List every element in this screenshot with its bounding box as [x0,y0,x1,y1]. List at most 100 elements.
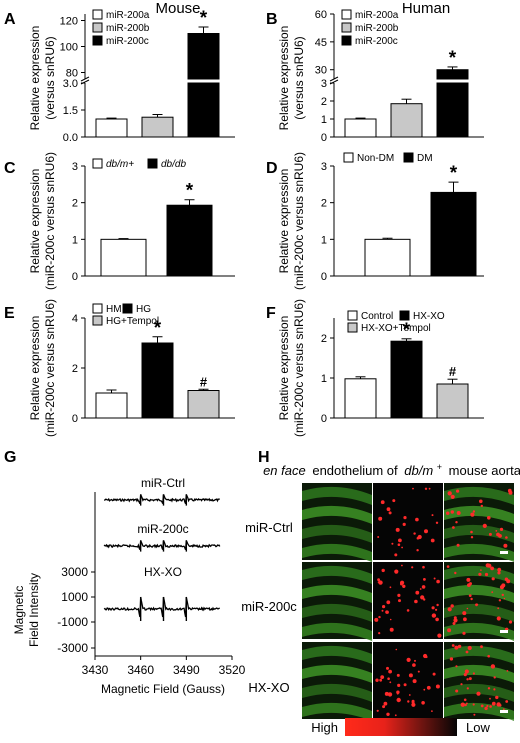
axis-break-b-1 [329,79,339,85]
legend-swatch-b-1 [341,22,352,33]
ros-signal-dot [493,676,496,679]
bar-a-mir-200c-upper [187,33,220,80]
bar-b-mir-200c-upper [436,69,469,80]
bar-a-mir-200c-lower [187,82,220,138]
ros-signal-dot [376,709,379,712]
ros-signal-dot [487,687,491,690]
endothelium-band [444,584,514,603]
ros-signal-dot [389,627,394,632]
ros-signal-dot [466,687,469,690]
ros-signal-dot [468,677,472,681]
y-tick-label-a-1-1: 100 [60,42,78,54]
ros-signal-dot [388,511,392,515]
ros-signal-dot [476,691,481,696]
y-tick-label-c-1: 1 [72,234,78,246]
ros-signal-dot [462,611,467,616]
y-tick-label-d-3: 3 [321,161,327,173]
ros-signal-dot [435,617,439,622]
ros-signal-dot [378,516,383,521]
ros-signal-dot [389,681,392,684]
ros-signal-dot [505,700,509,703]
panel-letter-c: C [4,160,16,177]
ros-signal-dot [490,664,496,669]
y-tick-label-b-1-0: 30 [315,65,327,77]
legend-label-c-1: db/db [161,159,186,170]
ros-signal-dot [472,703,475,706]
ros-signal-dot [417,670,420,673]
y-tick-label-g-2: -1000 [57,615,88,629]
legend-swatch-c-0 [92,158,103,169]
ros-signal-dot [497,571,501,575]
ros-signal-dot [470,530,473,534]
y-tick-label-g-1: 1000 [61,590,88,604]
endothelium-band [302,683,372,702]
y-tick-label-c-0: 0 [72,271,78,283]
bar-f-hx-xo [390,340,423,419]
endothelium-band [302,645,372,664]
ros-signal-dot [424,487,428,490]
ros-signal-dot [394,569,399,574]
micrograph-r3-c2 [373,642,443,719]
ros-signal-dot [392,499,396,503]
legend-swatch-b-0 [341,9,352,20]
ros-signal-dot [433,577,436,580]
legend-swatch-a-0 [92,9,103,20]
ros-signal-dot [406,609,410,612]
ros-signal-dot [420,595,425,600]
y-tick-label-d-0: 0 [321,271,327,283]
panel-letter-b: B [266,11,278,28]
ylabel-line2-a: (versus snRU6) [43,36,57,119]
ros-signal-dot [426,685,431,690]
ylabel-line1-e: Relative expression [28,316,42,421]
ros-signal-dot [431,710,433,712]
ylabel-g-line2: Field Intensity [27,573,41,647]
ros-signal-dot [472,672,475,675]
ros-signal-dot [466,702,468,705]
legend-label-e-1: HG [136,304,151,315]
ros-signal-dot [447,607,452,612]
scale-bar [500,630,508,633]
ros-signal-dot [479,499,483,504]
legend-label-e-0: HM [106,304,122,315]
ylabel-line1-b: Relative expression [277,26,291,131]
legend-swatch-f-0 [347,310,358,321]
ros-signal-dot [463,617,467,622]
ros-signal-dot [460,683,463,686]
ros-signal-dot [508,620,513,624]
ros-signal-dot [381,568,385,573]
y-tick-label-f-0: 0 [321,413,327,425]
bar-f-control [344,378,377,419]
legend-swatch-b-2 [341,35,352,46]
ros-signal-dot [456,543,460,547]
trace-g-hx-xo [103,596,220,618]
micrograph-bg [373,483,443,560]
ros-signal-dot [455,665,458,668]
ros-signal-dot [506,670,509,672]
ros-signal-dot [384,691,389,696]
ros-signal-dot [380,500,385,505]
endothelium-band [444,664,514,683]
ros-signal-dot [431,514,434,517]
bar-b-mir-200a [344,118,377,138]
micro-row-label-2: miR-200c [241,599,297,614]
panel-letter-g: G [4,449,16,466]
ros-signal-dot [503,597,506,600]
panel-letter-h: H [258,449,270,466]
ros-signal-dot [386,666,389,670]
legend-label-b-1: miR-200b [355,23,399,34]
significance-c-db-db: * [186,181,194,202]
ylabel-line1-c: Relative expression [28,169,42,274]
micrograph-r3-c3 [444,642,514,721]
ros-signal-dot [378,632,381,635]
y-tick-label-a-0-2: 3.0 [63,78,78,90]
ros-signal-dot [491,591,494,593]
ros-signal-dot [463,673,467,677]
ros-signal-dot [452,622,456,625]
micro-row-label-3: HX-XO [248,680,289,695]
ros-signal-dot [450,494,455,499]
ros-signal-dot [447,628,452,633]
colorbar-high-label: High [311,720,338,735]
trace-label-g-hx-xo: HX-XO [144,565,182,579]
micrograph-r3-c1 [302,642,372,721]
ros-signal-dot [446,511,450,515]
